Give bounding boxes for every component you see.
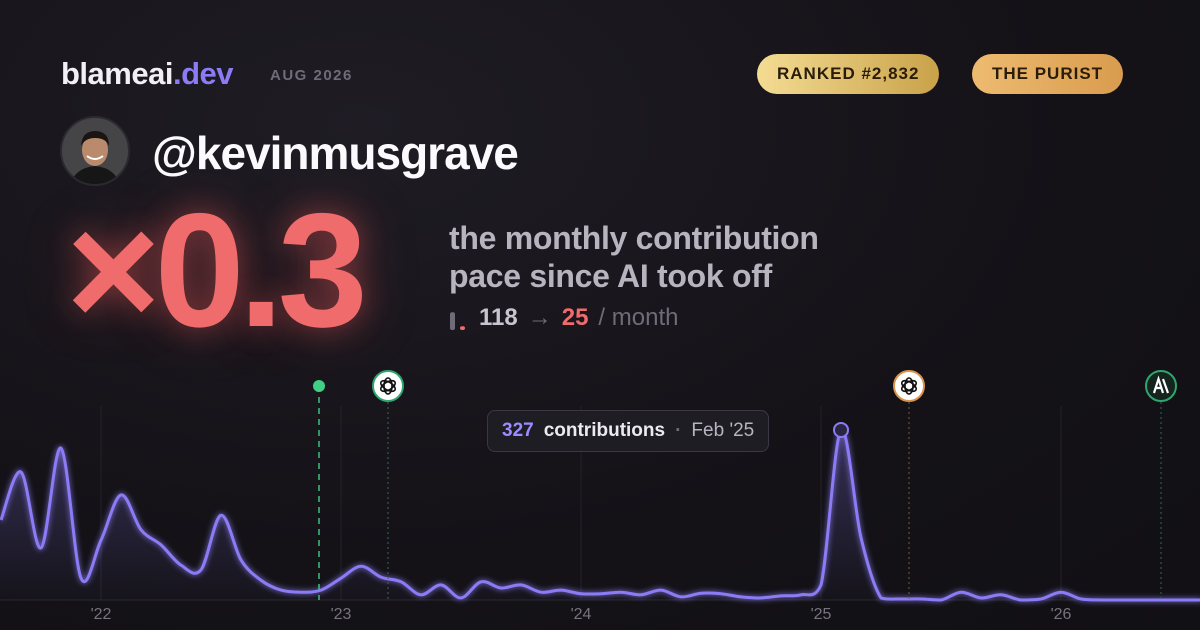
pace: 118 → 25 / month (449, 304, 678, 332)
brand: blameai.dev (61, 56, 233, 92)
handle: @kevinmusgrave (152, 127, 519, 179)
x-tick-label: '22 (91, 606, 112, 623)
x-tick-label: '23 (331, 606, 352, 623)
arrow: → (527, 304, 552, 331)
chart: '22 '23 '24 '25 '26 (0, 370, 1200, 623)
tooltip-label: contributions (543, 420, 666, 441)
event-icon (1145, 370, 1177, 402)
avatar (60, 116, 130, 186)
tooltip-value: 327 (502, 420, 534, 441)
pace-bar-before (450, 312, 455, 330)
pace-icon (450, 312, 465, 330)
caption: the monthly contribution (449, 220, 819, 256)
highlight-point (833, 421, 849, 438)
rank-badge: RANKED #2,832 (757, 54, 940, 94)
x-tick-label: '25 (811, 606, 832, 623)
brand-name: blameai (61, 56, 173, 91)
multiplier: ×0.3 (66, 180, 368, 361)
brand-tld: .dev (172, 56, 234, 91)
x-tick-label: '24 (571, 606, 592, 623)
event-dot (313, 380, 325, 392)
x-tick-label: '26 (1051, 606, 1072, 623)
caption: pace since AI took off (449, 258, 772, 294)
persona-badge: THE PURIST (972, 54, 1124, 94)
events (313, 370, 1177, 600)
area (0, 429, 1200, 600)
after-value: 25 (561, 304, 589, 331)
line (0, 428, 1200, 602)
unit: / month (598, 304, 679, 331)
event-icon (372, 370, 404, 402)
before-value: 118 (479, 304, 518, 331)
period: AUG 2026 (270, 67, 353, 84)
pace-bar-after (460, 326, 465, 330)
tooltip: 327 contributions · Feb '25 (487, 410, 770, 452)
event-icon (893, 370, 925, 402)
separator: · (675, 420, 682, 441)
tooltip-date: Feb '25 (691, 420, 755, 441)
